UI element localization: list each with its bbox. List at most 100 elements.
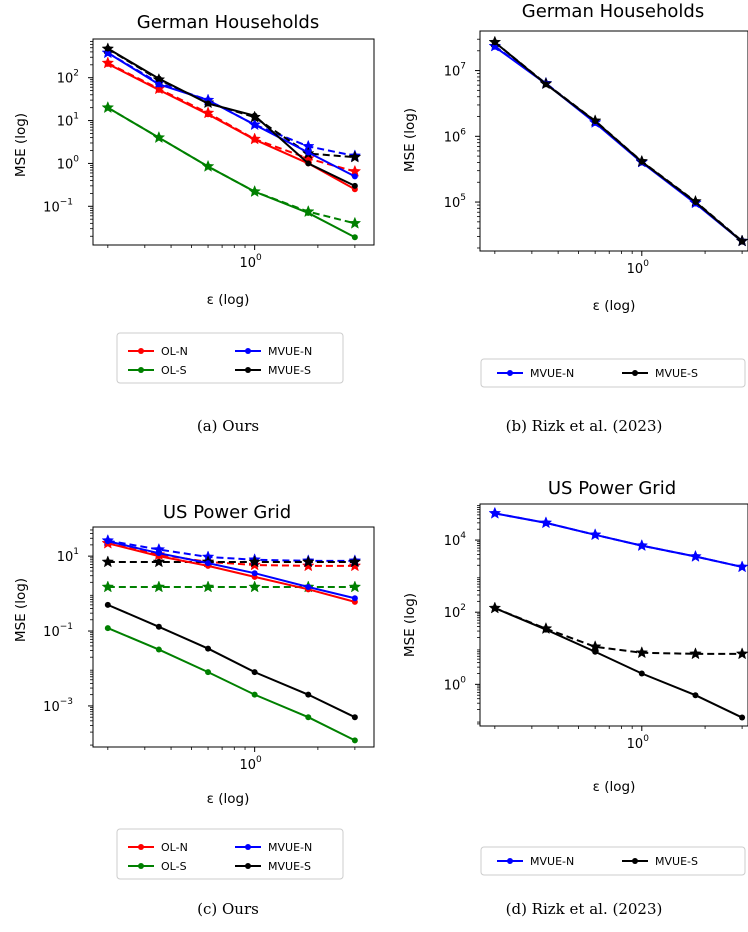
panel-c-legend-label: OL-S bbox=[161, 860, 187, 873]
panel-d-series-line-mvue-s bbox=[494, 607, 743, 719]
panel-a-dot-point bbox=[351, 173, 358, 180]
panel-a: German Households MSE (log) ε (log) 1001… bbox=[13, 12, 375, 435]
panel-a-dot-point bbox=[251, 188, 258, 195]
panel-b-dot-point bbox=[638, 158, 645, 165]
panel-a-dot-point bbox=[104, 49, 111, 56]
panel-b-legend: MVUE-N MVUE-S bbox=[480, 358, 746, 388]
panel-a-dot-point bbox=[155, 86, 162, 93]
panel-b-legend-label: MVUE-N bbox=[530, 367, 574, 380]
panel-c-legend-label: MVUE-S bbox=[268, 860, 311, 873]
panel-c-dot-point bbox=[251, 669, 258, 676]
panel-c-xlabel: ε (log) bbox=[207, 791, 250, 807]
panel-d-y-tick-label: 104 bbox=[444, 531, 467, 549]
panel-c-y-tick-label: 101 bbox=[57, 547, 79, 565]
panel-a-legend-box bbox=[116, 332, 344, 384]
panel-b-series bbox=[488, 35, 748, 247]
panel-a-y-tick-label: 100 bbox=[57, 154, 80, 172]
panel-d-dot-point bbox=[491, 605, 498, 612]
panel-a-dot-point bbox=[104, 45, 111, 52]
panel-a-dot-point bbox=[205, 163, 212, 170]
panel-b-title: German Households bbox=[522, 1, 704, 22]
panel-b-legend-box bbox=[480, 358, 746, 388]
panel-b-y-tick-label: 107 bbox=[444, 62, 466, 80]
panel-b-frame bbox=[479, 30, 748, 252]
panel-a-series bbox=[101, 42, 362, 241]
panel-d-legend: MVUE-N MVUE-S bbox=[480, 846, 746, 876]
panel-d-star-point bbox=[735, 647, 748, 660]
panel-a-y-tick-label: 10−1 bbox=[43, 197, 73, 215]
panel-c-dot-point bbox=[155, 623, 162, 630]
panel-c-series bbox=[101, 533, 362, 744]
panel-b-dot-point bbox=[592, 118, 599, 125]
panel-a-xlabel: ε (log) bbox=[207, 292, 250, 308]
panel-a-legend: OL-N MVUE-N OL-S MVUE-S bbox=[116, 332, 344, 384]
panel-a-series-line-mvue-n bbox=[107, 52, 356, 178]
panel-d-dot-point bbox=[542, 626, 549, 633]
panel-c-legend-label: OL-N bbox=[161, 841, 188, 854]
panel-c-series-line-ol-s bbox=[107, 627, 356, 742]
panel-c-series-line-dashed-5 bbox=[107, 539, 355, 562]
panel-a-dot-point bbox=[305, 209, 312, 216]
panel-b-xlabel: ε (log) bbox=[593, 298, 636, 314]
panel-d-dot-point bbox=[739, 714, 746, 721]
panel-c-dot-point bbox=[205, 560, 212, 567]
panel-c-caption: (c) Ours bbox=[197, 900, 259, 918]
panel-b-series-line-mvue-s bbox=[494, 41, 743, 243]
panel-d-y-tick-label: 102 bbox=[444, 603, 466, 621]
panel-c-star-point bbox=[101, 555, 115, 568]
panel-c-plot: 100 10−3 10−1 101 bbox=[43, 526, 375, 773]
panel-c-star-point bbox=[301, 559, 315, 572]
panel-c-legend-marker bbox=[245, 844, 251, 850]
panel-d-x-tick-label: 100 bbox=[627, 734, 650, 752]
panel-d-dot-point bbox=[692, 553, 699, 560]
panel-a-dot-point bbox=[305, 160, 312, 167]
panel-c-series-line-mvue-s bbox=[107, 603, 356, 719]
panel-c-dot-point bbox=[104, 538, 111, 545]
panel-c-ylabel: MSE (log) bbox=[13, 578, 29, 642]
panel-d-caption: (d) Rizk et al. (2023) bbox=[506, 900, 663, 918]
panel-d-legend-marker bbox=[507, 858, 513, 864]
panel-a-frame bbox=[92, 38, 375, 246]
panel-c-dot-point bbox=[351, 737, 358, 744]
panel-a-ylabel: MSE (log) bbox=[13, 113, 29, 177]
panel-a-series-line-ol-s bbox=[107, 106, 356, 239]
panel-a-star-point bbox=[348, 216, 362, 229]
panel-b-series-line-mvue-n bbox=[494, 45, 743, 243]
panel-a-dot-point bbox=[155, 134, 162, 141]
panel-d-series-line-dashed-3 bbox=[494, 607, 743, 655]
panel-d-dot-point bbox=[592, 648, 599, 655]
panel-b-legend-marker bbox=[632, 370, 638, 376]
panel-c-series-line-mvue-n bbox=[107, 540, 356, 600]
panel-c-x-tick-label: 100 bbox=[240, 755, 263, 773]
panel-c-series-line-dashed-1 bbox=[107, 542, 355, 567]
panel-a-legend-marker bbox=[245, 348, 251, 354]
panel-a-dot-point bbox=[155, 81, 162, 88]
panel-a-y-tick-label: 101 bbox=[57, 112, 79, 130]
panel-a-legend-label: OL-N bbox=[161, 345, 188, 358]
panel-c-star-point bbox=[248, 580, 262, 593]
panel-a-dot-point bbox=[205, 111, 212, 118]
panel-c-star-point bbox=[248, 555, 262, 568]
panel-d-frame bbox=[479, 503, 748, 727]
panel-b-ylabel: MSE (log) bbox=[402, 108, 418, 172]
panel-a-dot-point bbox=[155, 75, 162, 82]
panel-c-y-tick-label: 10−1 bbox=[43, 622, 73, 640]
panel-b-legend-marker bbox=[507, 370, 513, 376]
panel-c-dot-point bbox=[104, 625, 111, 632]
panel-d-series-line-mvue-n bbox=[494, 512, 743, 568]
panel-c-star-point bbox=[101, 580, 115, 593]
panel-d-xlabel: ε (log) bbox=[593, 779, 636, 795]
panel-c-dot-point bbox=[351, 714, 358, 721]
panel-d-legend-label: MVUE-S bbox=[655, 855, 698, 868]
panel-d-dot-point bbox=[638, 542, 645, 549]
panel-d-legend-marker bbox=[632, 858, 638, 864]
panel-d-series bbox=[488, 506, 748, 721]
panel-c-dot-point bbox=[251, 691, 258, 698]
panel-d-dot-point bbox=[638, 670, 645, 677]
panel-b-legend-label: MVUE-S bbox=[655, 367, 698, 380]
panel-c-legend-box bbox=[116, 828, 344, 880]
panel-b-dot-point bbox=[491, 39, 498, 46]
panel-a-plot: 100 10−1 100 101 102 bbox=[43, 38, 375, 271]
panel-b-dot-point bbox=[739, 238, 746, 245]
